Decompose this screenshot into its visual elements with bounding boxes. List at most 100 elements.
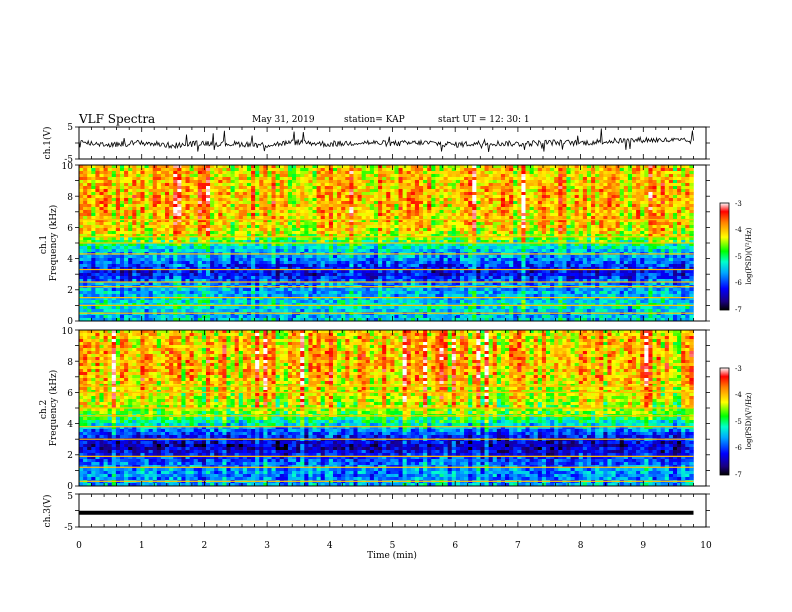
spectrogram-cell [287, 225, 293, 229]
spectrogram-cell [455, 210, 461, 214]
spectrogram-cell [554, 249, 559, 253]
spectrogram-cell [402, 243, 408, 247]
spectrogram-cell [558, 192, 563, 196]
spectrogram-cell [214, 243, 219, 247]
spectrogram-cell [214, 258, 219, 262]
spectrogram-cell [230, 177, 235, 181]
spectrogram-cell [160, 225, 166, 229]
spectrogram-cell [140, 216, 145, 220]
spectrogram-cell [103, 198, 108, 202]
spectrogram-cell [99, 201, 104, 205]
spectrogram-cell [648, 228, 653, 232]
spectrogram-cell [300, 228, 305, 232]
spectrogram-cell [451, 258, 457, 262]
spectrogram-cell [582, 255, 588, 259]
spectrogram-cell [119, 249, 125, 253]
spectrogram-cell [99, 243, 104, 247]
spectrogram-cell [595, 198, 600, 202]
spectrogram-cell [492, 177, 498, 181]
spectrogram-cell [373, 219, 379, 223]
spectrogram-cell [484, 168, 489, 172]
spectrogram-cell [611, 201, 616, 205]
spectrogram-cell [607, 225, 612, 229]
spectrogram-cell [664, 177, 670, 181]
spectrogram-cell [689, 165, 694, 169]
spectrogram-cell [636, 168, 641, 172]
spectrogram-cell [296, 261, 301, 265]
spectrogram-cell [656, 174, 661, 178]
spectrogram-cell [308, 168, 313, 172]
spectrogram-cell [451, 225, 457, 229]
spectrogram-cell [173, 210, 178, 214]
spectrogram-cell [160, 243, 166, 247]
spectrogram-cell [181, 165, 186, 169]
spectrogram-cell [406, 228, 412, 232]
spectrogram-cell [152, 189, 158, 193]
spectrogram-cell [177, 177, 182, 181]
spectrogram-cell [373, 171, 379, 175]
spectrogram-cell [148, 177, 154, 181]
spectrogram-cell [197, 216, 203, 220]
spectrogram-cell [574, 171, 580, 175]
spectrogram-cell [484, 189, 489, 193]
spectrogram-cell [107, 234, 113, 238]
spectrogram-cell [455, 207, 461, 211]
spectrogram-cell [349, 213, 354, 217]
spectrogram-cell [275, 210, 281, 214]
spectrogram-cell [541, 192, 547, 196]
spectrogram-cell [365, 168, 371, 172]
spectrogram-cell [369, 255, 375, 259]
spectrogram-cell [664, 234, 670, 238]
spectrogram-cell [296, 201, 301, 205]
spectrogram-cell [648, 192, 653, 196]
spectrogram-cell [255, 186, 260, 190]
spectrogram-cell [480, 171, 485, 175]
spectrogram-cell [144, 192, 149, 196]
spectrogram-cell [246, 180, 252, 184]
spectrogram-cell [431, 234, 436, 238]
spectrogram-cell [177, 261, 182, 265]
spectrogram-cell [509, 213, 514, 217]
spectrogram-cell [99, 222, 104, 226]
spectrogram-cell [242, 213, 248, 217]
spectrogram-cell [373, 174, 379, 178]
spectrogram-cell [214, 240, 219, 244]
spectrogram-cell [566, 222, 571, 226]
spectrogram-cell [574, 246, 580, 250]
spectrogram-cell [79, 210, 84, 214]
spectrogram-cell [541, 198, 547, 202]
spectrogram-cell [152, 240, 158, 244]
spectrogram-cell [341, 237, 346, 241]
spectrogram-cell [119, 255, 125, 259]
spectrogram-cell [431, 171, 436, 175]
spectrogram-cell [570, 219, 575, 223]
spectrogram-cell [632, 255, 637, 259]
spectrogram-cell [148, 198, 154, 202]
spectrogram-cell [435, 177, 440, 181]
spectrogram-cell [255, 201, 260, 205]
spectrogram-cell [427, 222, 432, 226]
spectrogram-cell [476, 198, 481, 202]
spectrogram-cell [386, 222, 391, 226]
spectrogram-cell [672, 201, 678, 205]
spectrogram-cell [337, 243, 342, 247]
spectrogram-cell [287, 240, 293, 244]
spectrogram-cell [492, 174, 498, 178]
spectrogram-cell [251, 183, 256, 187]
spectrogram-cell [570, 243, 575, 247]
spectrogram-cell [292, 246, 297, 250]
spectrogram-cell [103, 240, 108, 244]
spectrogram-cell [554, 237, 559, 241]
spectrogram-cell [353, 192, 358, 196]
spectrogram-cell [279, 249, 285, 253]
spectrogram-cell [320, 261, 326, 265]
spectrogram-cell [640, 243, 645, 247]
spectrogram-cell [570, 165, 575, 169]
spectrogram-cell [287, 222, 293, 226]
spectrogram-cell [414, 210, 420, 214]
spectrogram-cell [308, 231, 313, 235]
spectrogram-cell [197, 228, 203, 232]
spectrogram-cell [332, 255, 338, 259]
spectrogram-cell [562, 234, 567, 238]
spectrogram-cell [632, 225, 637, 229]
